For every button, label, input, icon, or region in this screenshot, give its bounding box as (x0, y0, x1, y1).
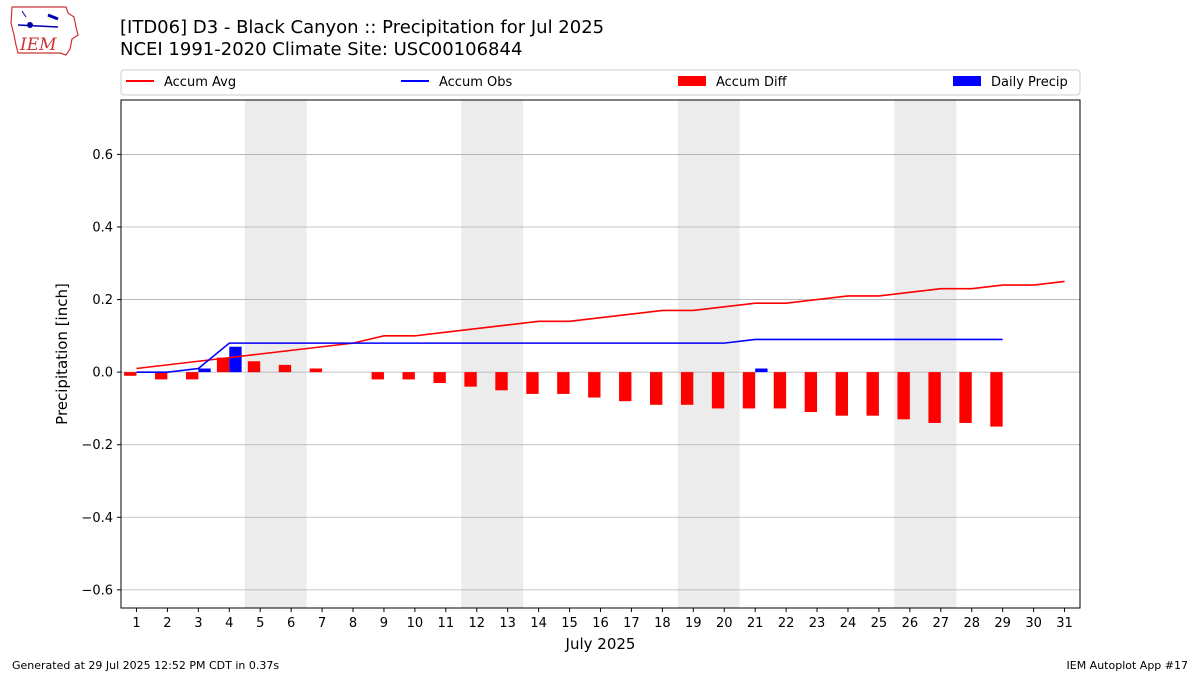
chart-title: [ITD06] D3 - Black Canyon :: Precipitati… (120, 17, 605, 38)
x-tick-label: 3 (194, 616, 202, 631)
accum-diff-bar (711, 372, 725, 409)
iem-logo: IEM (10, 6, 79, 56)
x-tick-label: 19 (685, 616, 702, 631)
accum-diff-bar (278, 364, 292, 373)
x-tick-label: 1 (132, 616, 140, 631)
x-tick-label: 31 (1056, 616, 1073, 631)
legend-box (120, 69, 1081, 96)
x-tick-label: 7 (318, 616, 326, 631)
accum-diff-bar (990, 372, 1003, 427)
accum-diff-bar (557, 372, 570, 394)
daily-precip-bar (755, 368, 768, 373)
x-tick-label: 6 (287, 616, 295, 631)
weekend-band (894, 100, 957, 608)
y-tick-label: −0.4 (81, 511, 113, 526)
x-tick-label: 11 (438, 616, 455, 631)
x-tick-label: 29 (994, 616, 1011, 631)
accum-diff-bar (155, 372, 168, 380)
x-tick-label: 9 (380, 616, 388, 631)
x-tick-label: 25 (871, 616, 888, 631)
accum-diff-bar (649, 372, 663, 405)
accum-diff-bar (804, 372, 818, 413)
daily-precip-bar (198, 368, 211, 373)
accum-diff-bar (216, 357, 230, 373)
daily-precip-bar (229, 346, 242, 373)
accum-diff-bar (185, 372, 199, 380)
x-tick-label: 13 (499, 616, 516, 631)
x-tick-label: 21 (747, 616, 764, 631)
accum-diff-bar (928, 372, 941, 423)
x-tick-label: 27 (933, 616, 950, 631)
accum-diff-bar (247, 361, 261, 373)
accum-diff-bar (959, 372, 972, 423)
legend-accum-diff-label: Accum Diff (716, 75, 788, 90)
accum-diff-bar (309, 368, 323, 373)
y-tick-label: 0.2 (92, 293, 113, 308)
y-tick-label: 0.6 (92, 148, 113, 163)
x-tick-label: 15 (561, 616, 578, 631)
weekend-band (461, 100, 524, 608)
x-tick-label: 18 (654, 616, 671, 631)
footer-generated: Generated at 29 Jul 2025 12:52 PM CDT in… (12, 659, 280, 672)
x-tick-label: 4 (225, 616, 233, 631)
accum-diff-bar (866, 372, 879, 416)
x-tick-label: 24 (840, 616, 857, 631)
x-tick-label: 20 (716, 616, 733, 631)
legend-accum-diff-swatch (678, 76, 706, 86)
legend-daily-precip-swatch (953, 76, 981, 86)
y-tick-label: −0.6 (81, 583, 113, 598)
x-tick-label: 28 (963, 616, 980, 631)
y-tick-label: 0.0 (92, 366, 113, 381)
accum-diff-bar (495, 372, 508, 391)
accum-diff-bar (402, 372, 415, 380)
x-tick-label: 26 (902, 616, 919, 631)
accum-diff-bar (371, 372, 384, 380)
accum-diff-bar (680, 372, 694, 405)
legend-daily-precip-label: Daily Precip (991, 75, 1068, 90)
x-tick-label: 23 (809, 616, 826, 631)
x-tick-label: 8 (349, 616, 357, 631)
accum-diff-bar (619, 372, 632, 402)
x-tick-label: 2 (163, 616, 171, 631)
weekend-band (677, 100, 740, 608)
x-tick-label: 30 (1025, 616, 1042, 631)
x-tick-label: 22 (778, 616, 795, 631)
x-tick-label: 16 (592, 616, 609, 631)
svg-text:IEM: IEM (19, 35, 57, 55)
y-tick-label: 0.4 (92, 221, 113, 236)
accum-avg-line (136, 280, 1065, 370)
footer-app: IEM Autoplot App #17 (1066, 659, 1189, 672)
accum-diff-bar (464, 372, 477, 387)
accum-diff-bar (588, 372, 601, 398)
accum-diff-bar (433, 372, 446, 384)
accum-obs-line (136, 338, 1003, 373)
legend-accum-avg-label: Accum Avg (164, 75, 236, 90)
accum-diff-bar (742, 372, 756, 409)
accum-diff-bar (835, 372, 848, 416)
accum-diff-bar (526, 372, 539, 394)
accum-diff-bar (773, 372, 787, 409)
y-axis-label: Precipitation [inch] (53, 283, 71, 425)
y-tick-label: −0.2 (81, 438, 113, 453)
legend-accum-obs-label: Accum Obs (439, 75, 512, 90)
x-tick-label: 14 (530, 616, 547, 631)
x-tick-label: 12 (468, 616, 485, 631)
x-tick-label: 10 (407, 616, 424, 631)
x-tick-label: 17 (623, 616, 640, 631)
x-tick-label: 5 (256, 616, 264, 631)
accum-diff-bar (897, 372, 910, 420)
x-axis-label: July 2025 (565, 635, 636, 653)
accum-diff-bar (124, 372, 137, 376)
chart-subtitle: NCEI 1991-2020 Climate Site: USC00106844 (120, 39, 523, 60)
